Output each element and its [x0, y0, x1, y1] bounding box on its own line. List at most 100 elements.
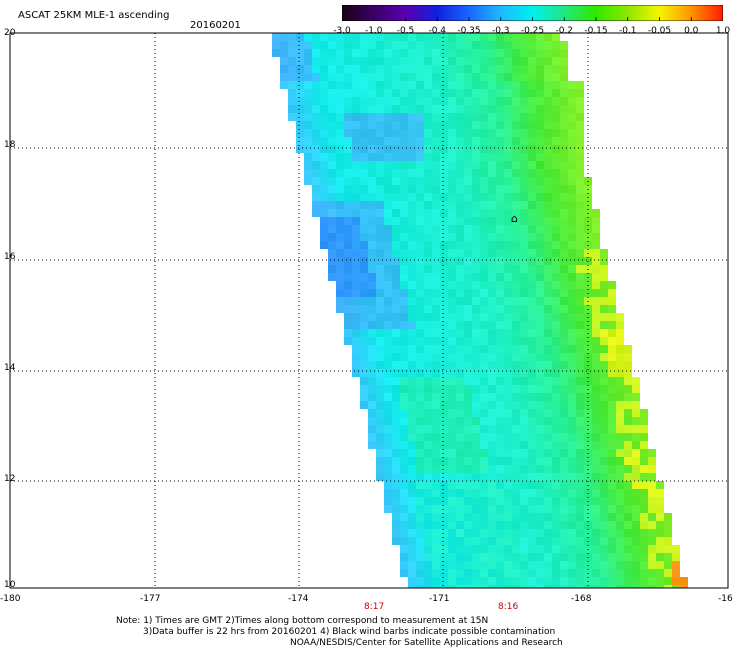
swath-pixel — [352, 73, 360, 81]
swath-pixel — [576, 449, 584, 457]
swath-pixel — [424, 105, 432, 113]
swath-pixel — [496, 273, 504, 281]
swath-pixel — [400, 137, 408, 145]
swath-pixel — [312, 81, 320, 89]
swath-pixel — [568, 553, 576, 561]
swath-pixel — [320, 65, 328, 73]
colorbar-tick-label: 1.0 — [715, 26, 731, 36]
swath-pixel — [392, 425, 400, 433]
swath-pixel — [568, 433, 576, 441]
swath-pixel — [416, 345, 424, 353]
swath-pixel — [400, 129, 408, 137]
swath-pixel — [656, 585, 664, 588]
swath-pixel — [424, 521, 432, 529]
swath-pixel — [392, 337, 400, 345]
swath-pixel — [448, 481, 456, 489]
swath-pixel — [336, 225, 344, 233]
swath-pixel — [400, 481, 408, 489]
swath-pixel — [560, 473, 568, 481]
swath-pixel — [320, 145, 328, 153]
swath-pixel — [464, 361, 472, 369]
swath-pixel — [544, 281, 552, 289]
swath-pixel — [416, 505, 424, 513]
swath-pixel — [392, 481, 400, 489]
swath-pixel — [568, 337, 576, 345]
swath-pixel — [472, 385, 480, 393]
swath-pixel — [440, 345, 448, 353]
swath-pixel — [400, 289, 408, 297]
swath-pixel — [424, 505, 432, 513]
swath-pixel — [424, 297, 432, 305]
swath-pixel — [664, 585, 672, 588]
swath-pixel — [496, 385, 504, 393]
swath-pixel — [448, 81, 456, 89]
swath-pixel — [576, 193, 584, 201]
swath-pixel — [368, 377, 376, 385]
swath-pixel — [544, 369, 552, 377]
swath-pixel — [552, 473, 560, 481]
swath-pixel — [648, 545, 656, 553]
swath-pixel — [560, 105, 568, 113]
swath-pixel — [608, 497, 616, 505]
swath-pixel — [416, 121, 424, 129]
swath-pixel — [552, 313, 560, 321]
swath-pixel — [560, 73, 568, 81]
swath-pixel — [568, 513, 576, 521]
swath-pixel — [632, 553, 640, 561]
swath-pixel — [448, 569, 456, 577]
swath-pixel — [520, 497, 528, 505]
swath-pixel — [416, 393, 424, 401]
swath-pixel — [616, 497, 624, 505]
swath-pixel — [424, 569, 432, 577]
swath-pixel — [544, 41, 552, 49]
swath-pixel — [536, 297, 544, 305]
plot-frame — [9, 32, 729, 589]
swath-pixel — [536, 225, 544, 233]
swath-pixel — [328, 129, 336, 137]
swath-pixel — [400, 369, 408, 377]
swath-pixel — [576, 225, 584, 233]
swath-pixel — [400, 65, 408, 73]
swath-pixel — [560, 417, 568, 425]
swath-pixel — [464, 553, 472, 561]
swath-pixel — [296, 41, 304, 49]
swath-pixel — [392, 537, 400, 545]
swath-pixel — [552, 433, 560, 441]
swath-pixel — [624, 529, 632, 537]
swath-pixel — [624, 385, 632, 393]
swath-pixel — [624, 553, 632, 561]
swath-pixel — [544, 49, 552, 57]
lat-label-10: 10 — [4, 580, 16, 590]
swath-pixel — [464, 225, 472, 233]
swath-pixel — [520, 353, 528, 361]
swath-pixel — [464, 169, 472, 177]
swath-pixel — [640, 545, 648, 553]
swath-pixel — [432, 545, 440, 553]
swath-pixel — [272, 33, 280, 41]
swath-pixel — [456, 473, 464, 481]
swath-pixel — [496, 313, 504, 321]
swath-pixel — [528, 441, 536, 449]
swath-pixel — [480, 337, 488, 345]
swath-pixel — [536, 377, 544, 385]
swath-pixel — [352, 217, 360, 225]
swath-pixel — [640, 553, 648, 561]
swath-pixel — [664, 553, 672, 561]
swath-pixel — [392, 377, 400, 385]
swath-pixel — [464, 441, 472, 449]
swath-pixel — [528, 345, 536, 353]
swath-pixel — [376, 465, 384, 473]
swath-pixel — [368, 257, 376, 265]
swath-pixel — [392, 465, 400, 473]
swath-pixel — [560, 545, 568, 553]
swath-pixel — [488, 393, 496, 401]
swath-pixel — [560, 409, 568, 417]
swath-pixel — [328, 57, 336, 65]
swath-pixel — [392, 313, 400, 321]
swath-pixel — [536, 497, 544, 505]
swath-pixel — [416, 321, 424, 329]
swath-pixel — [408, 497, 416, 505]
swath-pixel — [448, 369, 456, 377]
swath-pixel — [608, 377, 616, 385]
swath-pixel — [416, 385, 424, 393]
